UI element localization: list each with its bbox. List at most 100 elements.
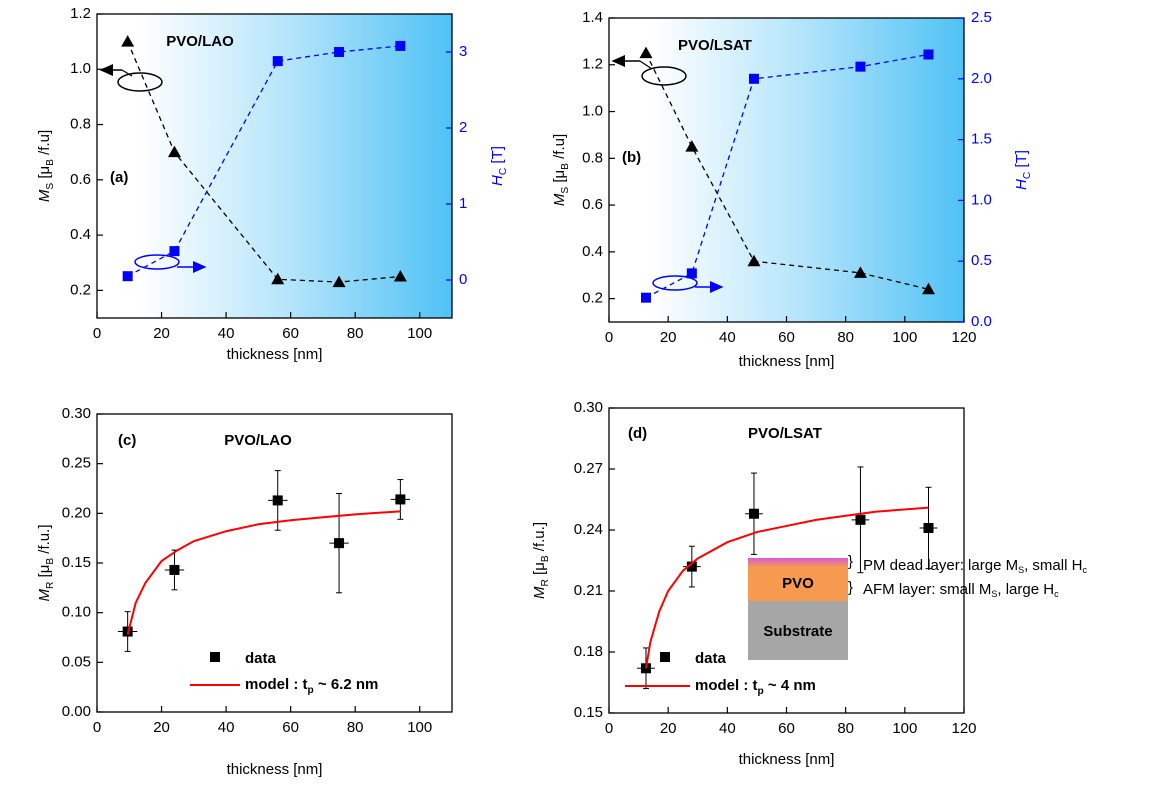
text-run: C — [1022, 172, 1033, 179]
legend-label: data — [695, 650, 727, 667]
text-run: [T] — [489, 146, 506, 168]
ellipse — [134, 254, 180, 270]
text-run: [μ — [551, 170, 568, 187]
model-curve — [644, 506, 929, 669]
y-tick-label: 1.0 — [70, 60, 91, 77]
panel-label: (c) — [118, 432, 136, 449]
text-run: p — [758, 686, 764, 697]
triangle-marker — [393, 270, 407, 282]
text-run: R — [45, 582, 56, 589]
triangle-marker — [639, 46, 653, 59]
square-marker — [122, 271, 133, 282]
text-run: PM dead layer: large M — [863, 557, 1018, 574]
x-tick-label: 40 — [719, 720, 736, 737]
triangle-marker — [271, 272, 285, 285]
x-axis-label: thickness [nm] — [227, 346, 323, 363]
layer-label: PVO — [782, 575, 814, 592]
plot-frame — [96, 13, 453, 319]
text-run: model : t — [695, 677, 758, 694]
text-run: c — [1054, 589, 1059, 599]
panel-label: (b) — [622, 149, 641, 166]
y-tick-label: 1.4 — [582, 9, 603, 26]
x-tick-label: 60 — [778, 720, 795, 737]
x-tick-label: 20 — [153, 325, 170, 342]
square-marker — [395, 40, 406, 51]
triangle-marker — [167, 145, 181, 158]
text-run: H — [1013, 179, 1030, 190]
y-tick-label: 0.6 — [582, 196, 603, 213]
ellipse — [641, 66, 687, 86]
text-run: S — [1018, 565, 1024, 575]
text-run: B — [45, 558, 56, 565]
y2-tick-label: 2.0 — [971, 70, 992, 87]
text-run: , small H — [1024, 557, 1082, 574]
y2-tick-label: 1 — [459, 195, 467, 212]
layer-inset: PVO Substrate } } PM dead layer: large M… — [748, 553, 1087, 660]
text-run: B — [540, 555, 551, 562]
x-tick-label: 60 — [282, 325, 299, 342]
y-axis-label: MR [μB /f.u.] — [531, 522, 551, 599]
square-marker — [855, 61, 866, 72]
y2-tick-label: 0 — [459, 271, 467, 288]
y-tick-label: 0.21 — [574, 582, 603, 599]
y-tick-label: 0.2 — [70, 281, 91, 298]
text-run: c — [1082, 565, 1087, 575]
x-tick-label: 100 — [407, 719, 432, 736]
y-tick-label: 0.15 — [574, 704, 603, 721]
y-tick-label: 0.30 — [62, 405, 91, 422]
y-tick-label: 0.6 — [70, 171, 91, 188]
pvo-layer — [748, 567, 848, 601]
y-tick-label: 0.10 — [62, 604, 91, 621]
y-tick-label: 1.2 — [582, 56, 603, 73]
panel-label: (d) — [628, 425, 647, 442]
model-curve — [126, 510, 401, 635]
x-tick-label: 80 — [347, 325, 364, 342]
backgrounds — [97, 14, 964, 322]
triangle-marker — [121, 35, 135, 47]
x-tick-label: 100 — [892, 720, 917, 737]
triangle-marker — [922, 282, 935, 295]
text-run: H — [489, 175, 506, 186]
arrow-stem — [639, 60, 653, 70]
brace: } — [848, 579, 853, 596]
inset-note: PM dead layer: large MS, small Hc — [863, 557, 1087, 575]
x-tick-label: 80 — [837, 720, 854, 737]
x-tick-label: 60 — [282, 719, 299, 736]
y-tick-label: 0.15 — [62, 554, 91, 571]
x-axis-label: thickness [nm] — [227, 761, 323, 778]
panel-title: PVO/LAO — [224, 432, 292, 449]
text-run: /f.u.] — [36, 525, 53, 558]
legend-label: model : tp ~ 4 nm — [695, 677, 816, 697]
text-run: M — [36, 189, 53, 202]
arrow-stem — [121, 69, 133, 77]
square-marker — [923, 49, 934, 60]
plot-background — [609, 18, 964, 322]
text-run: S — [991, 589, 997, 599]
x-axis-label: thickness [nm] — [739, 353, 835, 370]
legend-label: data — [245, 650, 277, 667]
x-tick-label: 60 — [778, 329, 795, 346]
series-line — [127, 45, 401, 277]
annotation-arrows — [99, 55, 724, 293]
text-run: B — [560, 163, 571, 170]
text-run: /f.u] — [551, 134, 568, 163]
y-tick-label: 1.0 — [582, 103, 603, 120]
x-tick-label: 120 — [951, 329, 976, 346]
x-tick-label: 0 — [605, 720, 613, 737]
x-tick-label: 80 — [347, 719, 364, 736]
text-run: [T] — [1013, 150, 1030, 172]
y-tick-label: 0.18 — [574, 643, 603, 660]
y2-tick-label: 2.5 — [971, 9, 992, 26]
y-axis-label: MS [μB /f.u] — [551, 134, 571, 206]
y-tick-label: 0.05 — [62, 653, 91, 670]
panel-title: PVO/LAO — [166, 33, 234, 50]
plots: 0 20 40 60 80 100 0.2 0.4 0.6 0.8 1.0 1.2 0 1 2 3 thickn… — [36, 5, 1033, 778]
text-run: p — [308, 685, 314, 696]
y2-axis-label: HC [T] — [489, 146, 509, 186]
text-run: M — [551, 193, 568, 206]
panel-title: PVO/LSAT — [678, 37, 752, 54]
square-marker — [686, 561, 697, 572]
text-run: R — [540, 579, 551, 586]
panel-title: PVO/LSAT — [748, 425, 822, 442]
